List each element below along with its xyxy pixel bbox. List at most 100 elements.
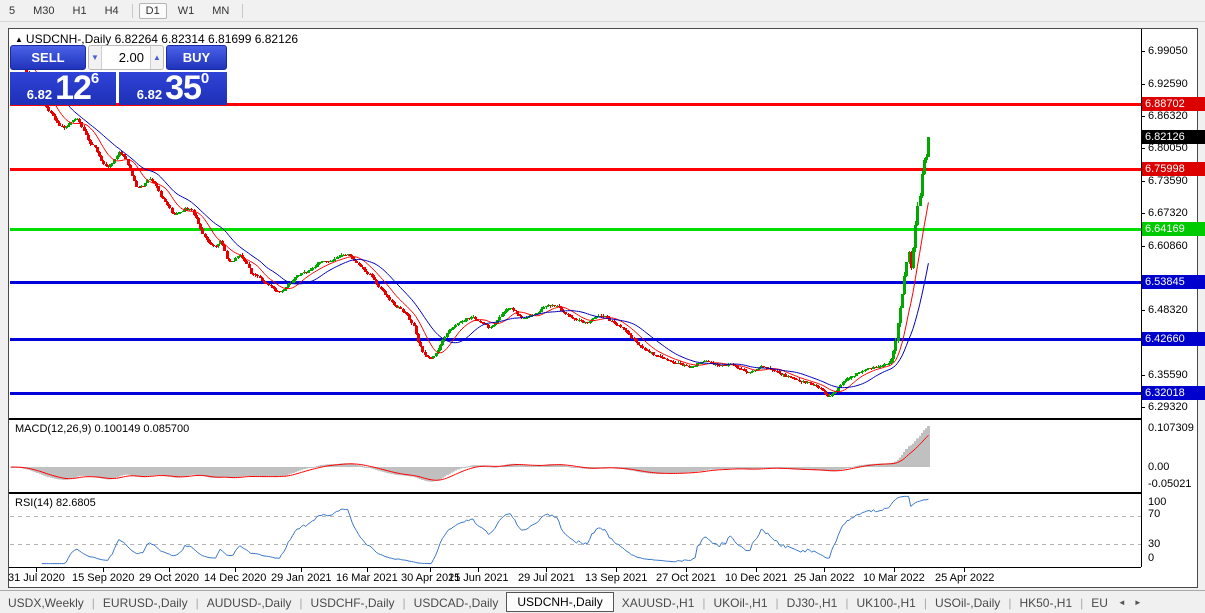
price-level-badge: 6.82126 [1142,130,1205,144]
time-tick [103,568,104,572]
tab-separator: | [702,595,706,610]
time-tick-label: 16 Mar 2021 [336,572,398,584]
price-tick [1141,246,1145,247]
volume-decrease-button[interactable]: ▼ [91,53,99,62]
time-axis-border [9,567,1141,568]
macd-axis-label: 0.00 [1148,461,1170,473]
time-tick [235,568,236,572]
macd-separator[interactable] [9,418,1141,420]
volume-stepper: ▼ ▲ [88,45,164,70]
price-tick-label: 6.35590 [1148,369,1188,381]
volume-input[interactable] [101,46,151,69]
tab-separator: | [845,595,849,610]
tabs-scroll-left-icon[interactable]: ◄ [1117,598,1126,607]
timeframe-W1[interactable]: W1 [177,4,195,17]
tab-usdcad-daily[interactable]: USDCAD-,Daily [413,595,499,610]
tab-hk50-h1[interactable]: HK50-,H1 [1019,595,1073,610]
rsi-axis-label: 30 [1148,538,1161,550]
time-tick-label: 29 Jul 2021 [518,572,575,584]
tab-eurusd-daily[interactable]: EURUSD-,Daily [102,595,188,610]
buy-button[interactable]: BUY [166,45,227,70]
sell-button[interactable]: SELL [10,45,86,70]
time-tick [894,568,895,572]
price-tick-label: 6.86320 [1148,110,1188,122]
price-level-badge: 6.42660 [1142,332,1205,346]
time-tick-label: 15 Sep 2020 [72,572,135,584]
rsi-separator[interactable] [9,492,1141,494]
time-tick [478,568,479,572]
time-tick-label: 25 Apr 2022 [935,572,995,584]
tab-separator: | [299,595,303,610]
tab-xauusd-h1[interactable]: XAUUSD-,H1 [621,595,695,610]
price-tick [1141,148,1145,149]
volume-increase-button[interactable]: ▲ [153,53,161,62]
time-tick [301,568,302,572]
tab-usoil-daily[interactable]: USOil-,Daily [934,595,1001,610]
tab-ukoil-h1[interactable]: UKOil-,H1 [713,595,768,610]
time-tick [964,568,965,572]
timeframe-H1[interactable]: H1 [72,4,87,17]
timeframe-toolbar: 5 M30 H1 H4 D1 W1 MN [0,0,1205,22]
time-tick-label: 10 Dec 2021 [725,572,788,584]
price-tick [1141,51,1145,52]
tab-eu[interactable]: EU [1091,595,1108,610]
toolbar-separator [131,3,133,18]
tab-separator: | [1080,595,1084,610]
price-tick-label: 6.67320 [1148,207,1188,219]
tab-usdx-weekly[interactable]: USDX,Weekly [8,595,84,610]
timeframe-MN[interactable]: MN [212,4,230,17]
buy-price-quote[interactable]: 6.82 35 0 [119,69,227,107]
time-tick-label: 13 Sep 2021 [585,572,648,584]
tab-audusd-daily[interactable]: AUDUSD-,Daily [206,595,292,610]
tab-separator: | [923,595,927,610]
tab-usdcnh-daily[interactable]: USDCNH-,Daily [506,591,614,612]
buy-price-big: 35 [165,69,202,107]
sell-price-quote[interactable]: 6.82 12 6 [10,69,116,107]
buy-price-small: 6.82 [136,87,163,102]
time-tick [824,568,825,572]
time-tick-label: 29 Jan 2021 [271,572,332,584]
sell-price-sup: 6 [90,70,100,87]
price-tick [1141,116,1145,117]
time-tick-label: 30 Apr 2021 [401,572,461,584]
buy-price-sup: 0 [200,70,210,87]
tab-uk100-h1[interactable]: UK100-,H1 [856,595,916,610]
time-tick-label: 31 Jul 2020 [8,572,65,584]
tab-separator: | [402,595,406,610]
time-tick [430,568,431,572]
tab-usdchf-daily[interactable]: USDCHF-,Daily [310,595,395,610]
price-tick [1141,375,1145,376]
timeframe-5[interactable]: 5 [9,4,16,17]
price-tick-label: 6.48320 [1148,304,1188,316]
price-axis-border [1141,29,1142,567]
tab-dj30-h1[interactable]: DJ30-,H1 [786,595,838,610]
rsi-axis-label: 70 [1148,508,1161,520]
rsi-axis-label: 100 [1148,496,1167,508]
time-tick [546,568,547,572]
price-tick [1141,181,1145,182]
timeframe-H4[interactable]: H4 [104,4,119,17]
price-level-badge: 6.75998 [1142,162,1205,176]
macd-canvas[interactable] [10,420,1141,492]
time-tick-label: 27 Oct 2021 [656,572,716,584]
time-tick [367,568,368,572]
rsi-label: RSI(14) 82.6805 [15,497,96,509]
timeframe-M30[interactable]: M30 [33,4,55,17]
price-level-badge: 6.88702 [1142,97,1205,111]
price-tick-label: 6.60860 [1148,240,1188,252]
price-tick [1141,213,1145,214]
collapse-arrow-icon[interactable]: ▲ [15,35,23,44]
time-tick-label: 25 Jan 2022 [794,572,855,584]
sell-price-big: 12 [55,69,92,107]
timeframe-D1[interactable]: D1 [138,2,167,19]
tabs-scroll-right-icon[interactable]: ► [1133,598,1142,607]
rsi-canvas[interactable] [10,494,1141,567]
chart-title: ▲ USDCNH-,Daily 6.82264 6.82314 6.81699 6… [15,32,299,46]
tab-separator: | [1008,595,1012,610]
tab-separator: | [91,595,95,610]
time-tick-label: 15 Jun 2021 [448,572,509,584]
price-tick [1141,310,1145,311]
tab-separator: | [775,595,779,610]
price-tick-label: 6.99050 [1148,45,1188,57]
